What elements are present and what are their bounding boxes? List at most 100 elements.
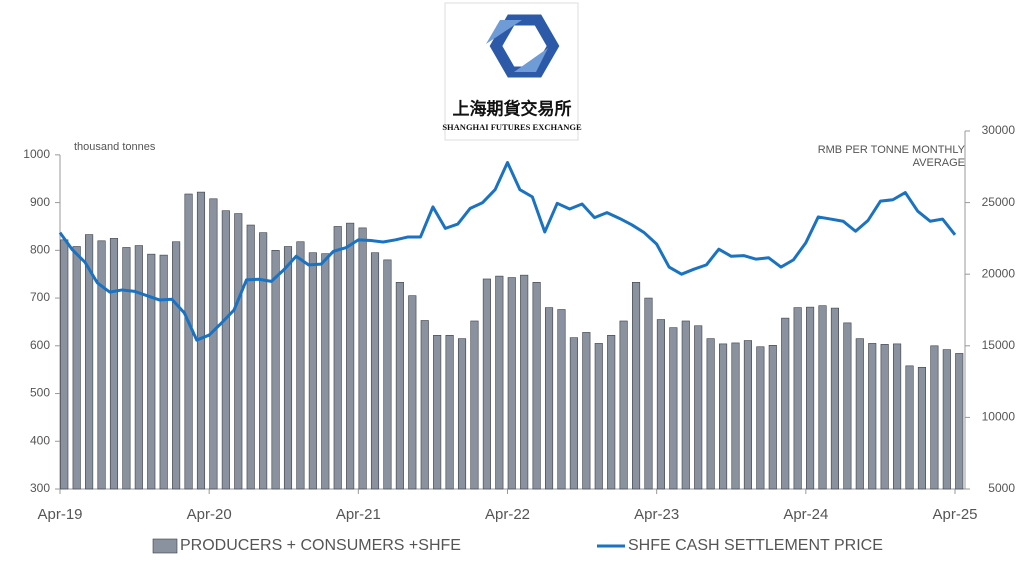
bar xyxy=(830,307,839,490)
line xyxy=(58,161,957,342)
bar xyxy=(134,245,143,490)
x-tick-label: Apr-21 xyxy=(336,506,381,523)
bar xyxy=(656,319,665,490)
bar xyxy=(743,340,752,490)
bar xyxy=(582,332,591,490)
bar xyxy=(644,297,653,490)
bar xyxy=(893,343,902,490)
bar xyxy=(955,353,964,490)
bar xyxy=(719,343,728,490)
bar xyxy=(544,307,554,490)
bar xyxy=(72,246,81,490)
y-tick-label: 400 xyxy=(30,433,50,447)
bar xyxy=(942,349,951,490)
y-tick-label: 1000 xyxy=(23,147,50,161)
bar xyxy=(855,338,864,490)
bar xyxy=(283,246,293,490)
bar xyxy=(259,232,268,490)
bar xyxy=(806,306,815,490)
bar xyxy=(731,342,740,490)
y-tick-label: 300 xyxy=(30,481,50,495)
legend-swatch xyxy=(152,538,178,554)
y2-tick-label: 30000 xyxy=(982,123,1016,137)
bar xyxy=(159,254,168,490)
bar xyxy=(793,307,802,490)
bar xyxy=(184,193,193,490)
bar xyxy=(296,241,305,490)
bar xyxy=(917,366,927,490)
x-tick-label: Apr-20 xyxy=(187,506,232,523)
bar xyxy=(271,250,280,490)
bar xyxy=(507,277,516,490)
bar xyxy=(930,345,939,490)
bar xyxy=(905,365,914,490)
y2-tick-label: 5000 xyxy=(988,481,1015,495)
bar xyxy=(706,338,715,490)
bar xyxy=(457,338,467,490)
bar xyxy=(619,320,628,490)
bar xyxy=(607,334,616,490)
bar xyxy=(880,344,889,490)
bar xyxy=(470,320,479,490)
y2-tick-label: 10000 xyxy=(982,410,1016,424)
bar xyxy=(768,345,777,490)
x-tick-label: Apr-24 xyxy=(783,506,828,523)
bar xyxy=(781,317,790,490)
bar xyxy=(557,309,566,490)
bar xyxy=(694,325,703,490)
y-tick-label: 600 xyxy=(30,338,50,352)
bar xyxy=(85,234,94,490)
bar xyxy=(495,275,504,490)
bar xyxy=(818,305,827,490)
bar xyxy=(308,252,317,490)
x-tick-label: Apr-23 xyxy=(634,506,679,523)
logo-shape xyxy=(486,20,522,44)
bar xyxy=(221,210,230,490)
bar xyxy=(60,239,69,490)
bar xyxy=(346,222,355,490)
y2-tick-label: 20000 xyxy=(982,266,1016,280)
logo-shape xyxy=(514,48,548,72)
y2-axis-label: RMB PER TONNE MONTHLY xyxy=(818,144,966,156)
bar xyxy=(520,274,529,490)
bar xyxy=(433,334,442,490)
bar xyxy=(632,282,641,490)
logo-cn: 上海期貨交易所 xyxy=(453,99,572,120)
x-tick-label: Apr-25 xyxy=(932,506,977,523)
y2-tick-label: 25000 xyxy=(982,195,1016,209)
bar xyxy=(482,278,491,490)
bar xyxy=(122,247,131,490)
legend-label: SHFE CASH SETTLEMENT PRICE xyxy=(628,537,883,554)
bar xyxy=(97,240,106,490)
bar xyxy=(246,224,255,490)
y-tick-label: 500 xyxy=(30,386,50,400)
legend-label: PRODUCERS + CONSUMERS +SHFE xyxy=(180,537,461,554)
bar xyxy=(358,227,367,490)
x-tick-label: Apr-22 xyxy=(485,506,530,523)
bar xyxy=(868,343,877,490)
bar xyxy=(395,282,404,490)
bar xyxy=(569,337,578,490)
logo: 上海期貨交易所 SHANGHAI FUTURES EXCHANGE xyxy=(442,2,582,141)
y2-tick-label: 15000 xyxy=(982,338,1016,352)
logo-hex xyxy=(489,14,560,78)
bar xyxy=(234,213,243,490)
bar xyxy=(681,320,690,490)
y-tick-label: 700 xyxy=(30,290,50,304)
y-tick-label: 800 xyxy=(30,243,50,257)
bar xyxy=(109,238,119,490)
bar xyxy=(383,259,392,490)
y-tick-label: 900 xyxy=(30,195,50,209)
bar xyxy=(209,198,218,490)
bar xyxy=(843,322,852,490)
bar xyxy=(408,295,417,490)
bar xyxy=(669,327,678,490)
y-axis-label: thousand tonnes xyxy=(74,141,156,153)
x-tick-label: Apr-19 xyxy=(37,506,82,523)
bar xyxy=(172,241,181,490)
logo-en: SHANGHAI FUTURES EXCHANGE xyxy=(442,122,582,132)
bar xyxy=(532,282,541,490)
bar xyxy=(370,252,380,490)
bar xyxy=(594,343,603,490)
